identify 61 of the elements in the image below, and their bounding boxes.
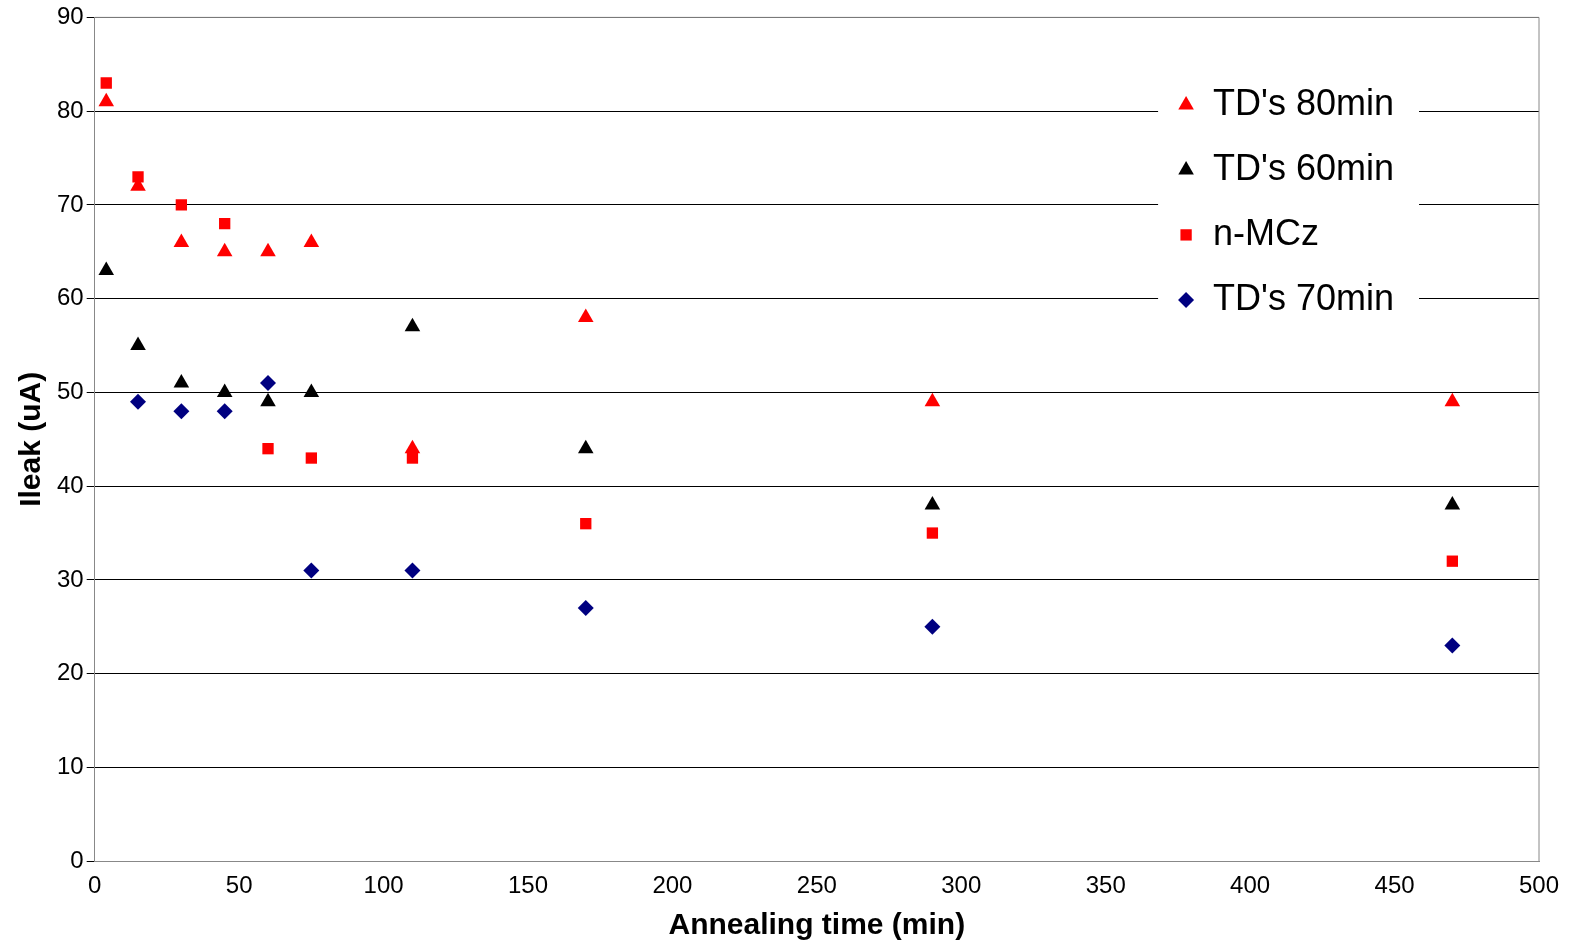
point xyxy=(260,392,276,407)
point xyxy=(406,452,419,464)
point xyxy=(1444,392,1461,407)
y-tick-label: 20 xyxy=(56,658,84,686)
point xyxy=(577,308,594,322)
y-tick-label: 30 xyxy=(56,564,84,592)
point xyxy=(924,495,941,510)
y-tick-label: 10 xyxy=(56,752,84,780)
point xyxy=(1444,637,1461,654)
point xyxy=(577,600,594,617)
x-tick-label: 250 xyxy=(796,871,837,899)
point xyxy=(303,233,320,247)
x-tick-label: 500 xyxy=(1518,871,1560,899)
point xyxy=(404,562,421,579)
legend-label: TD's 60min xyxy=(1213,146,1395,188)
point xyxy=(216,383,233,397)
x-tick-label: 450 xyxy=(1374,871,1415,899)
y-tick-label: 50 xyxy=(56,377,84,405)
point xyxy=(577,439,594,454)
point xyxy=(303,383,320,397)
point xyxy=(580,518,592,530)
legend-label: n-MCz xyxy=(1213,211,1320,253)
y-axis-title: Ileak (uA) xyxy=(13,371,47,507)
x-tick-label: 0 xyxy=(88,871,102,899)
x-tick-label: 350 xyxy=(1085,871,1126,899)
point xyxy=(1444,495,1461,510)
y-tick-label: 80 xyxy=(56,95,84,123)
point xyxy=(924,618,941,635)
y-tick-label: 70 xyxy=(56,189,84,217)
point xyxy=(1446,555,1458,567)
point xyxy=(216,242,233,257)
x-tick-label: 400 xyxy=(1230,871,1271,899)
x-axis-title: Annealing time (min) xyxy=(668,907,966,941)
point xyxy=(173,403,190,420)
point xyxy=(98,261,115,276)
point xyxy=(173,233,190,247)
point xyxy=(98,92,115,107)
legend-label: TD's 80min xyxy=(1213,81,1395,123)
point xyxy=(130,393,147,410)
x-tick-label: 200 xyxy=(652,871,693,899)
x-tick-label: 150 xyxy=(507,871,549,899)
point xyxy=(260,375,277,392)
point xyxy=(404,439,421,454)
y-tick-label: 60 xyxy=(56,283,84,311)
point xyxy=(216,403,233,420)
point xyxy=(305,452,317,464)
y-tick-label: 0 xyxy=(70,845,84,873)
point xyxy=(924,392,941,407)
legend-label: TD's 70min xyxy=(1213,276,1395,318)
x-tick-label: 100 xyxy=(363,871,404,899)
x-tick-label: 50 xyxy=(225,871,253,899)
point xyxy=(926,527,939,539)
point xyxy=(260,242,276,257)
y-tick-label: 40 xyxy=(56,470,84,498)
point xyxy=(404,317,421,332)
point xyxy=(303,562,320,579)
point xyxy=(173,374,190,388)
point xyxy=(130,336,146,351)
y-tick-label: 90 xyxy=(56,2,84,30)
x-tick-label: 300 xyxy=(941,871,982,899)
point xyxy=(262,443,274,455)
